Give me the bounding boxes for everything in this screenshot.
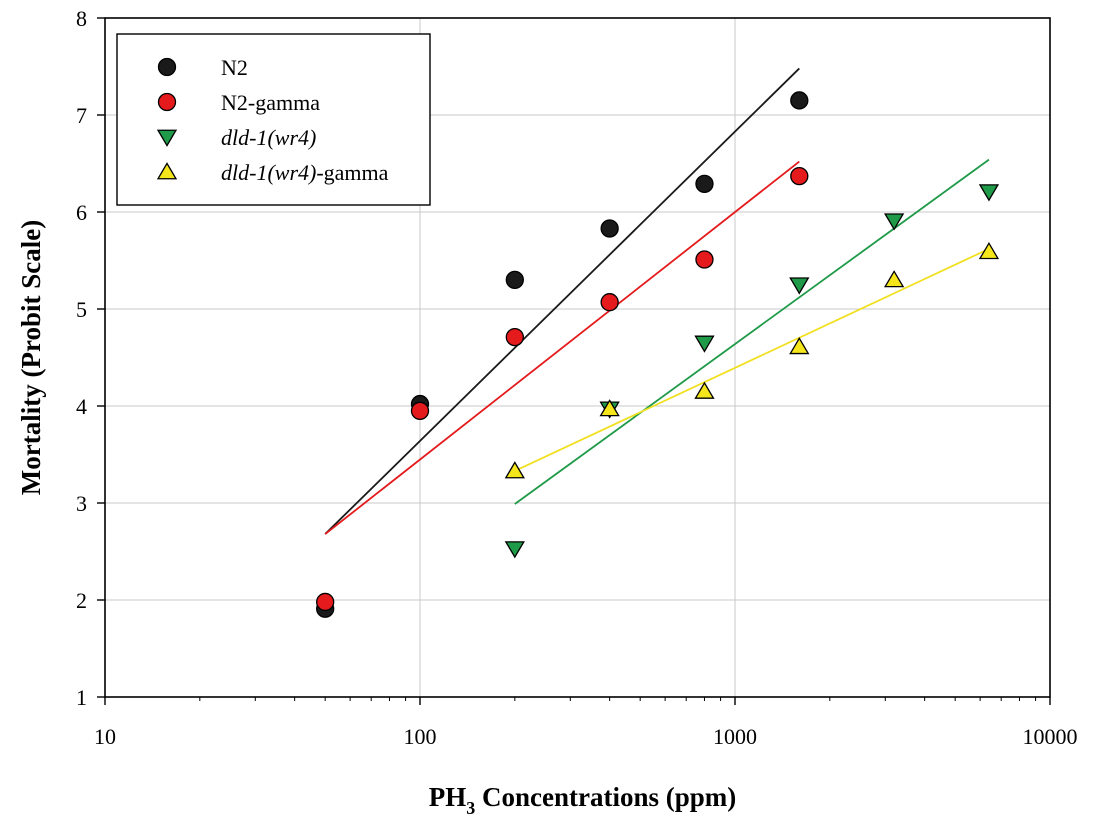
legend-marker: [157, 92, 177, 112]
data-point: [600, 219, 619, 238]
axis-ticks: 10 100 1000 10000 1 2 3 4 5 6 7 8: [76, 6, 1078, 749]
data-points: [316, 91, 1000, 618]
data-point: [316, 592, 335, 612]
y-tick-label: 1: [76, 685, 87, 710]
legend-label-part: N2: [221, 55, 248, 80]
data-point: [504, 461, 525, 479]
x-axis-title-subscript: 3: [466, 798, 475, 814]
legend-label: dld-1(wr4): [221, 125, 316, 150]
data-point: [694, 381, 715, 399]
legend-marker: [157, 57, 177, 77]
data-point: [978, 184, 1000, 202]
x-tick-label: 1000: [713, 724, 757, 749]
data-point: [694, 335, 715, 353]
legend-label-part: dld-1(wr4): [221, 125, 316, 150]
data-point: [883, 213, 905, 231]
plot-frame: [104, 17, 1051, 698]
x-axis-title: PH3 Concentrations (ppm): [429, 782, 737, 814]
data-point: [505, 327, 524, 347]
data-point: [790, 91, 809, 110]
legend-marker: [156, 162, 178, 180]
data-point: [410, 401, 430, 421]
data-point: [978, 241, 1000, 260]
y-tick-label: 4: [76, 394, 87, 419]
x-tick-label: 100: [404, 724, 437, 749]
data-point: [695, 174, 714, 194]
y-tick-label: 5: [76, 297, 87, 322]
x-axis-title-main: PH: [429, 782, 467, 812]
data-point: [790, 166, 809, 186]
data-point: [883, 270, 905, 288]
x-tick-label: 10: [94, 724, 116, 749]
y-tick-label: 3: [76, 491, 87, 516]
y-tick-label: 2: [76, 588, 87, 613]
fit-line: [324, 160, 800, 535]
fit-line: [514, 248, 990, 472]
fit-line: [514, 158, 990, 505]
y-tick-label: 7: [76, 103, 87, 128]
legend-label-part: -gamma: [316, 160, 388, 185]
legend-label: N2-gamma: [221, 90, 320, 115]
legend-label: dld-1(wr4)-gamma: [221, 160, 389, 185]
data-point: [599, 399, 620, 417]
y-axis-title: Mortality (Probit Scale): [16, 220, 46, 495]
x-axis-title-rest: Concentrations (ppm): [475, 782, 736, 812]
data-point: [505, 270, 524, 290]
x-tick-label: 10000: [1023, 724, 1078, 749]
legend-label-part: N2-gamma: [221, 90, 320, 115]
data-point: [789, 336, 810, 355]
fit-lines: [324, 67, 990, 535]
y-tick-label: 8: [76, 6, 87, 31]
legend-label-part: dld-1(wr4): [221, 160, 316, 185]
legend-label: N2: [221, 55, 248, 80]
legend-marker: [156, 129, 178, 147]
data-point: [600, 293, 619, 312]
data-point: [695, 250, 714, 269]
data-point: [504, 541, 525, 559]
fit-line: [324, 67, 800, 535]
data-point: [789, 277, 810, 295]
y-tick-label: 6: [76, 200, 87, 225]
